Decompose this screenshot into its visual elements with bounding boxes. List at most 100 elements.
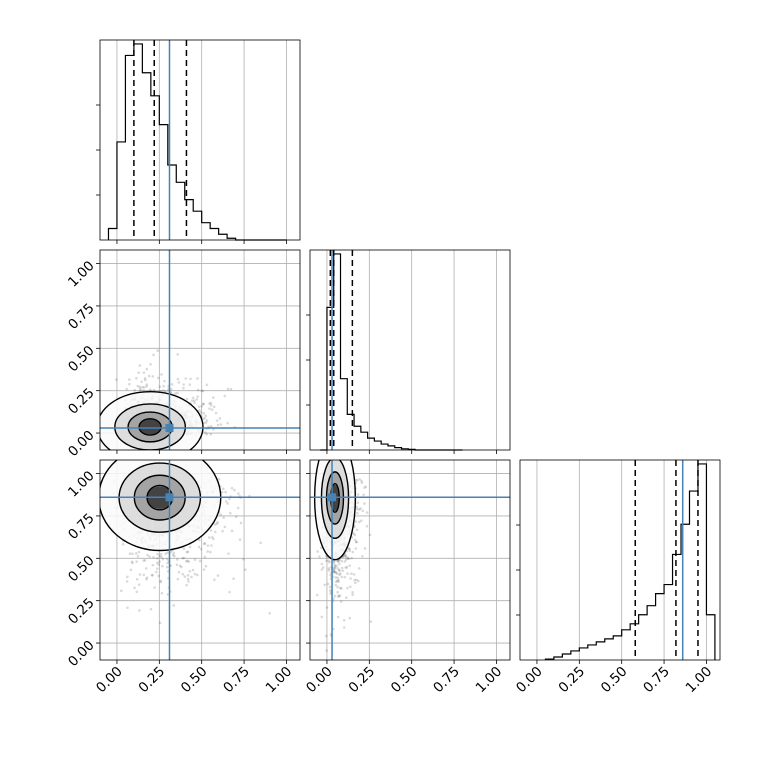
- sample-point: [161, 389, 165, 392]
- sample-point: [189, 377, 192, 381]
- sample-point: [171, 553, 175, 557]
- sample-point: [210, 544, 213, 547]
- sample-point: [356, 579, 360, 583]
- sample-point: [336, 576, 340, 580]
- sample-point: [172, 604, 176, 607]
- sample-point: [202, 568, 206, 571]
- density-2-1: [313, 460, 373, 652]
- sample-point: [140, 380, 143, 384]
- sample-point: [142, 559, 145, 562]
- x-tick-label: 0.75: [430, 664, 463, 697]
- sample-point: [360, 481, 364, 485]
- sample-point: [345, 566, 349, 569]
- sample-point: [201, 389, 205, 393]
- sample-point: [157, 563, 160, 566]
- sample-point: [172, 551, 176, 555]
- sample-point: [200, 389, 204, 393]
- sample-point: [325, 649, 328, 652]
- sample-point: [345, 596, 348, 600]
- sample-point: [332, 561, 336, 565]
- sample-point: [338, 573, 341, 577]
- sample-point: [157, 574, 161, 578]
- sample-point: [327, 559, 331, 563]
- sample-point: [199, 411, 203, 414]
- sample-point: [361, 509, 365, 513]
- sample-point: [335, 564, 338, 568]
- sample-point: [204, 421, 208, 424]
- sample-point: [178, 564, 182, 568]
- sample-point: [175, 563, 179, 567]
- sample-point: [128, 378, 131, 381]
- sample-point: [216, 423, 220, 427]
- sample-point: [336, 590, 339, 594]
- y-tick-label: 0.00: [65, 427, 98, 460]
- sample-point: [187, 560, 191, 563]
- sample-point: [135, 376, 138, 380]
- sample-point: [183, 575, 187, 578]
- sample-point: [193, 399, 196, 402]
- sample-point: [356, 501, 359, 504]
- sample-point: [320, 568, 324, 571]
- sample-point: [193, 558, 197, 562]
- sample-point: [334, 576, 338, 579]
- sample-point: [353, 538, 357, 542]
- sample-point: [205, 419, 209, 422]
- sample-point: [212, 428, 215, 431]
- sample-point: [244, 568, 247, 571]
- sample-point: [233, 488, 236, 492]
- sample-point: [147, 374, 151, 378]
- sample-point: [335, 572, 339, 576]
- sample-point: [222, 516, 225, 519]
- sample-point: [209, 433, 213, 436]
- sample-point: [221, 529, 224, 533]
- sample-point: [340, 566, 344, 570]
- sample-point: [236, 506, 240, 510]
- sample-point: [226, 502, 229, 505]
- sample-point: [354, 478, 358, 482]
- sample-point: [187, 580, 190, 583]
- sample-point: [337, 562, 341, 566]
- sample-point: [142, 371, 146, 374]
- sample-point: [185, 550, 189, 554]
- sample-point: [185, 583, 188, 587]
- sample-point: [332, 570, 336, 573]
- sample-point: [353, 578, 356, 582]
- sample-point: [145, 577, 148, 581]
- sample-point: [328, 560, 331, 564]
- sample-point: [354, 520, 358, 523]
- sample-point: [215, 522, 219, 526]
- sample-point: [358, 508, 361, 511]
- sample-point: [350, 572, 353, 575]
- sample-point: [334, 570, 337, 574]
- sample-point: [357, 520, 361, 524]
- truth-marker: [165, 493, 174, 502]
- sample-point: [203, 416, 207, 420]
- sample-point: [193, 401, 196, 405]
- sample-point: [209, 550, 212, 554]
- density-1-0: [100, 349, 237, 450]
- sample-point: [365, 511, 369, 514]
- sample-point: [337, 568, 341, 572]
- sample-point: [179, 565, 183, 569]
- sample-point: [158, 621, 162, 625]
- sample-point: [363, 502, 366, 505]
- sample-point: [350, 556, 353, 560]
- sample-point: [229, 511, 232, 515]
- x-tick-label: 0.25: [346, 664, 379, 697]
- sample-point: [161, 557, 165, 561]
- sample-point: [351, 593, 354, 597]
- sample-point: [138, 573, 142, 576]
- sample-point: [195, 398, 199, 401]
- sample-point: [334, 580, 338, 583]
- sample-point: [352, 573, 356, 576]
- sample-point: [355, 505, 359, 509]
- sample-point: [191, 396, 195, 400]
- sample-point: [142, 386, 146, 389]
- sample-point: [319, 546, 323, 550]
- sample-point: [229, 387, 233, 391]
- panel-2-2: 0.00 0.25 0.50 0.75 1.00: [513, 459, 721, 696]
- sample-point: [164, 552, 168, 555]
- sample-point: [363, 486, 366, 490]
- sample-point: [136, 384, 140, 388]
- sample-point: [343, 575, 347, 579]
